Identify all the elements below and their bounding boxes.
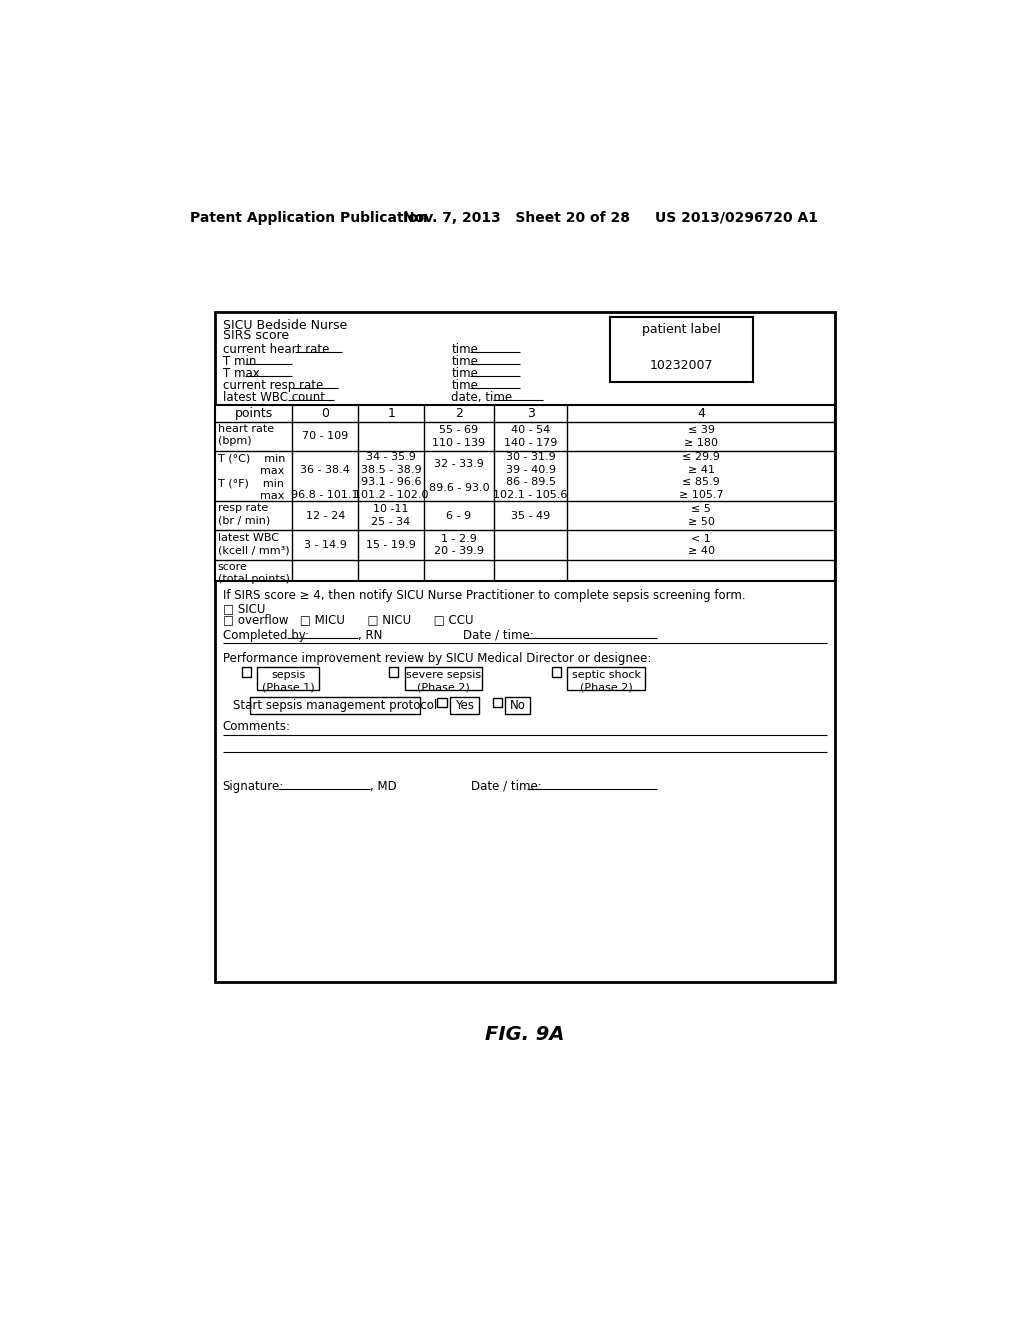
Text: 70 - 109: 70 - 109 (302, 432, 348, 441)
Text: Comments:: Comments: (222, 719, 291, 733)
Bar (404, 668, 482, 690)
Text: 3 - 14.9: 3 - 14.9 (304, 540, 347, 550)
Text: US 2013/0296720 A1: US 2013/0296720 A1 (655, 211, 818, 224)
Bar (506, 697, 530, 714)
Text: score
(total points): score (total points) (218, 562, 290, 585)
Text: 34 - 35.9
38.5 - 38.9
93.1 - 96.6
101.2 - 102.0: 34 - 35.9 38.5 - 38.9 93.1 - 96.6 101.2 … (354, 453, 428, 500)
Text: ≤ 29.9
≥ 41
≤ 85.9
≥ 105.7: ≤ 29.9 ≥ 41 ≤ 85.9 ≥ 105.7 (679, 453, 723, 500)
Text: heart rate
(bpm): heart rate (bpm) (218, 424, 274, 446)
Bar (389, 668, 398, 677)
Text: current heart rate: current heart rate (222, 343, 329, 356)
Text: □ overflow   □ MICU      □ NICU      □ CCU: □ overflow □ MICU □ NICU □ CCU (222, 614, 473, 627)
Text: septic shock
(Phase 2): septic shock (Phase 2) (571, 671, 641, 693)
Text: 1 - 2.9
20 - 39.9: 1 - 2.9 20 - 39.9 (434, 533, 484, 556)
Text: patient label: patient label (642, 323, 721, 337)
Text: 0: 0 (322, 407, 330, 420)
Text: SICU Bedside Nurse: SICU Bedside Nurse (222, 318, 347, 331)
Text: FIG. 9A: FIG. 9A (485, 1024, 564, 1044)
Text: sepsis
(Phase 1): sepsis (Phase 1) (262, 671, 314, 693)
Text: Nov. 7, 2013   Sheet 20 of 28: Nov. 7, 2013 Sheet 20 of 28 (403, 211, 630, 224)
Text: latest WBC
(kcell / mm³): latest WBC (kcell / mm³) (218, 533, 290, 554)
Text: ≤ 39
≥ 180: ≤ 39 ≥ 180 (684, 425, 718, 447)
Bar (450, 697, 479, 714)
Bar (250, 697, 420, 714)
Text: Performance improvement review by SICU Medical Director or designee:: Performance improvement review by SICU M… (222, 652, 651, 665)
Text: 6 - 9: 6 - 9 (446, 511, 471, 520)
Text: Yes: Yes (455, 700, 474, 711)
Text: time: time (452, 379, 478, 392)
Text: time: time (452, 343, 478, 356)
Text: points: points (234, 407, 272, 420)
Text: time: time (452, 367, 478, 380)
Bar (257, 668, 319, 690)
Text: Date / time:: Date / time: (471, 780, 542, 793)
Text: 1: 1 (387, 407, 395, 420)
Text: T min: T min (222, 355, 256, 368)
Text: ≤ 5
≥ 50: ≤ 5 ≥ 50 (688, 504, 715, 527)
Text: 10 -11
25 - 34: 10 -11 25 - 34 (372, 504, 411, 527)
Text: < 1
≥ 40: < 1 ≥ 40 (687, 533, 715, 556)
Text: current resp rate: current resp rate (222, 379, 323, 392)
Bar (215, 313, 835, 982)
Text: date, time: date, time (452, 391, 512, 404)
Bar (215, 405, 835, 581)
Text: severe sepsis
(Phase 2): severe sepsis (Phase 2) (406, 671, 481, 693)
Text: Start sepsis management protocol: Start sepsis management protocol (232, 700, 437, 711)
Text: No: No (510, 700, 525, 711)
Text: 3: 3 (526, 407, 535, 420)
Text: Signature:: Signature: (222, 780, 284, 793)
Bar (552, 668, 561, 677)
Text: T (°C)    min
            max
T (°F)    min
            max: T (°C) min max T (°F) min max (218, 453, 286, 500)
Text: SIRS score: SIRS score (222, 330, 289, 342)
Bar (610, 317, 754, 383)
Text: , MD: , MD (370, 780, 396, 793)
Text: Patent Application Publication: Patent Application Publication (190, 211, 428, 224)
Text: Completed by:: Completed by: (222, 628, 308, 642)
Text: 15 - 19.9: 15 - 19.9 (367, 540, 416, 550)
Bar (493, 698, 503, 708)
Text: 40 - 54
140 - 179: 40 - 54 140 - 179 (504, 425, 557, 447)
Text: If SIRS score ≥ 4, then notify SICU Nurse Practitioner to complete sepsis screen: If SIRS score ≥ 4, then notify SICU Nurs… (222, 589, 745, 602)
Text: , RN: , RN (358, 628, 383, 642)
Text: 30 - 31.9
39 - 40.9
86 - 89.5
102.1 - 105.6: 30 - 31.9 39 - 40.9 86 - 89.5 102.1 - 10… (494, 453, 567, 500)
Text: 55 - 69
110 - 139: 55 - 69 110 - 139 (432, 425, 485, 447)
Text: 2: 2 (455, 407, 463, 420)
Text: □ SICU: □ SICU (222, 603, 265, 615)
Text: Date / time:: Date / time: (463, 628, 534, 642)
Text: T max: T max (222, 367, 259, 380)
Text: 12 - 24: 12 - 24 (305, 511, 345, 520)
Bar (567, 668, 645, 690)
Text: 35 - 49: 35 - 49 (511, 511, 550, 520)
Text: 32 - 33.9

89.6 - 93.0: 32 - 33.9 89.6 - 93.0 (429, 458, 489, 494)
Bar (437, 698, 446, 708)
Text: time: time (452, 355, 478, 368)
Text: 10232007: 10232007 (650, 359, 714, 372)
Text: 4: 4 (697, 407, 706, 420)
Bar (242, 668, 251, 677)
Text: 36 - 38.4

96.8 - 101.1: 36 - 38.4 96.8 - 101.1 (292, 453, 359, 500)
Text: resp rate
(br / min): resp rate (br / min) (218, 503, 270, 525)
Text: latest WBC count: latest WBC count (222, 391, 325, 404)
